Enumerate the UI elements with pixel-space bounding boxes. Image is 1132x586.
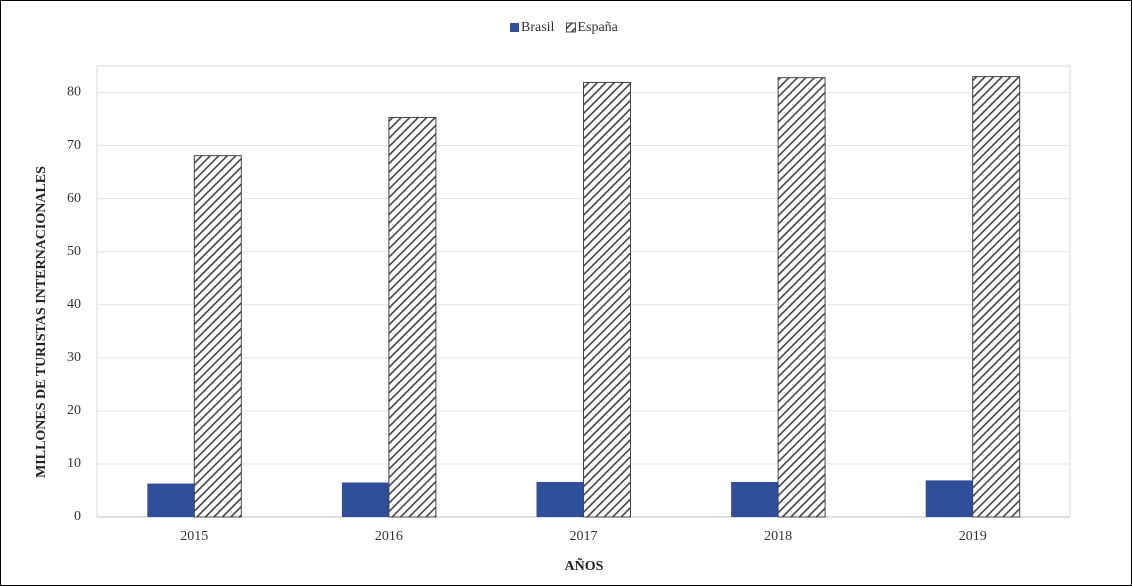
x-tick-label: 2016 [375,529,403,544]
legend-label: Brasil [521,20,555,35]
y-axis-title: MILLONES DE TURISTAS INTERNACIONALES [34,166,49,478]
legend-label: España [577,20,618,35]
y-tick-label: 50 [67,244,81,259]
y-tick-label: 0 [74,509,81,524]
legend-swatch [510,23,519,32]
bar [972,76,1021,518]
bar [731,481,779,517]
y-tick-label: 20 [67,403,81,418]
x-tick-label: 2018 [764,529,792,544]
bar [388,116,437,518]
bar [193,155,242,518]
bar [341,482,389,517]
x-axis-title: AÑOS [565,556,604,574]
x-tick-label: 2017 [570,529,598,544]
y-tick-label: 80 [67,85,81,100]
bar [777,77,826,518]
legend-swatch [565,22,576,33]
y-tick-label: 60 [67,191,81,206]
y-tick-label: 10 [67,456,81,471]
bar [925,480,973,517]
bar [147,483,195,517]
y-tick-label: 30 [67,350,81,365]
x-tick-label: 2019 [959,529,987,544]
x-tick-label: 2015 [180,529,208,544]
bar [583,81,631,518]
y-tick-label: 70 [67,138,81,153]
bar [536,481,584,517]
y-tick-label: 40 [67,297,81,312]
